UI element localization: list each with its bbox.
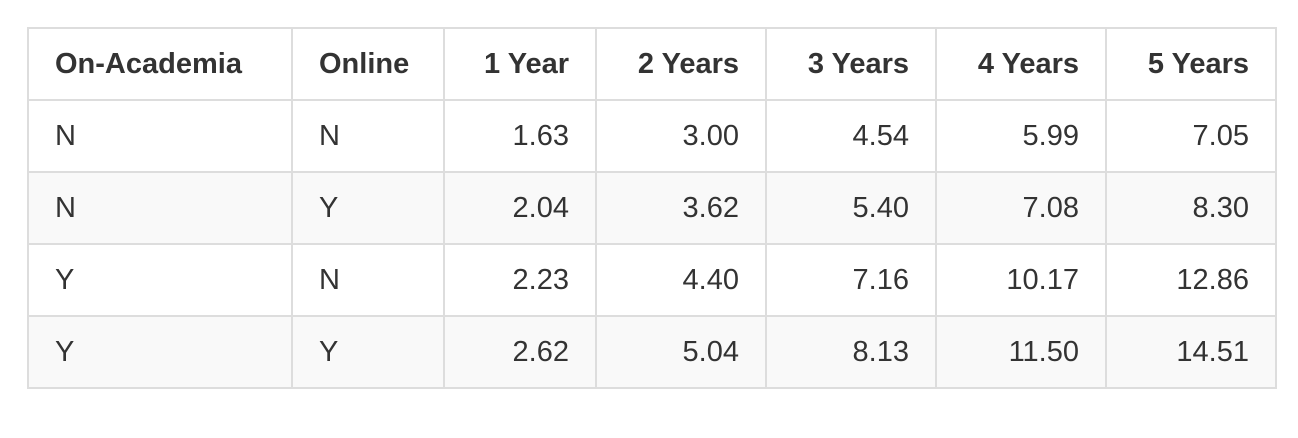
- table-body: N N 1.63 3.00 4.54 5.99 7.05 N Y 2.04 3.62 5.40 7.08…: [27, 99, 1277, 389]
- cell: 7.08: [935, 171, 1107, 245]
- header-cell: 4 Years: [935, 27, 1107, 101]
- header-row: On-Academia Online 1 Year 2 Years 3 Years 4 Y…: [27, 27, 1277, 101]
- cell: 5.99: [935, 99, 1107, 173]
- data-table: On-Academia Online 1 Year 2 Years 3 Years 4 Y…: [27, 27, 1277, 389]
- cell: 1.63: [443, 99, 597, 173]
- row: Y N 2.23 4.40 7.16 10.17 12.86: [27, 243, 1277, 317]
- cell: 12.86: [1105, 243, 1277, 317]
- cell: N: [27, 99, 293, 173]
- cell: 11.50: [935, 315, 1107, 389]
- cell: 5.04: [595, 315, 767, 389]
- cell: 8.30: [1105, 171, 1277, 245]
- cell: 2.62: [443, 315, 597, 389]
- row: N N 1.63 3.00 4.54 5.99 7.05: [27, 99, 1277, 173]
- cell: 2.23: [443, 243, 597, 317]
- cell: 7.16: [765, 243, 937, 317]
- cell: 7.05: [1105, 99, 1277, 173]
- cell: Y: [27, 315, 293, 389]
- cell: 10.17: [935, 243, 1107, 317]
- cell: 14.51: [1105, 315, 1277, 389]
- cell: Y: [291, 315, 445, 389]
- cell: N: [27, 171, 293, 245]
- header-cell: Online: [291, 27, 445, 101]
- cell: 2.04: [443, 171, 597, 245]
- cell: 3.62: [595, 171, 767, 245]
- row: N Y 2.04 3.62 5.40 7.08 8.30: [27, 171, 1277, 245]
- cell: 8.13: [765, 315, 937, 389]
- row: Y Y 2.62 5.04 8.13 11.50 14.51: [27, 315, 1277, 389]
- header-cell: 1 Year: [443, 27, 597, 101]
- cell: 4.40: [595, 243, 767, 317]
- cell: 5.40: [765, 171, 937, 245]
- header-cell: 2 Years: [595, 27, 767, 101]
- cell: N: [291, 243, 445, 317]
- cell: Y: [27, 243, 293, 317]
- cell: 4.54: [765, 99, 937, 173]
- header-cell: 3 Years: [765, 27, 937, 101]
- cell: N: [291, 99, 445, 173]
- header-cell: 5 Years: [1105, 27, 1277, 101]
- cell: 3.00: [595, 99, 767, 173]
- header-cell: On-Academia: [27, 27, 293, 101]
- cell: Y: [291, 171, 445, 245]
